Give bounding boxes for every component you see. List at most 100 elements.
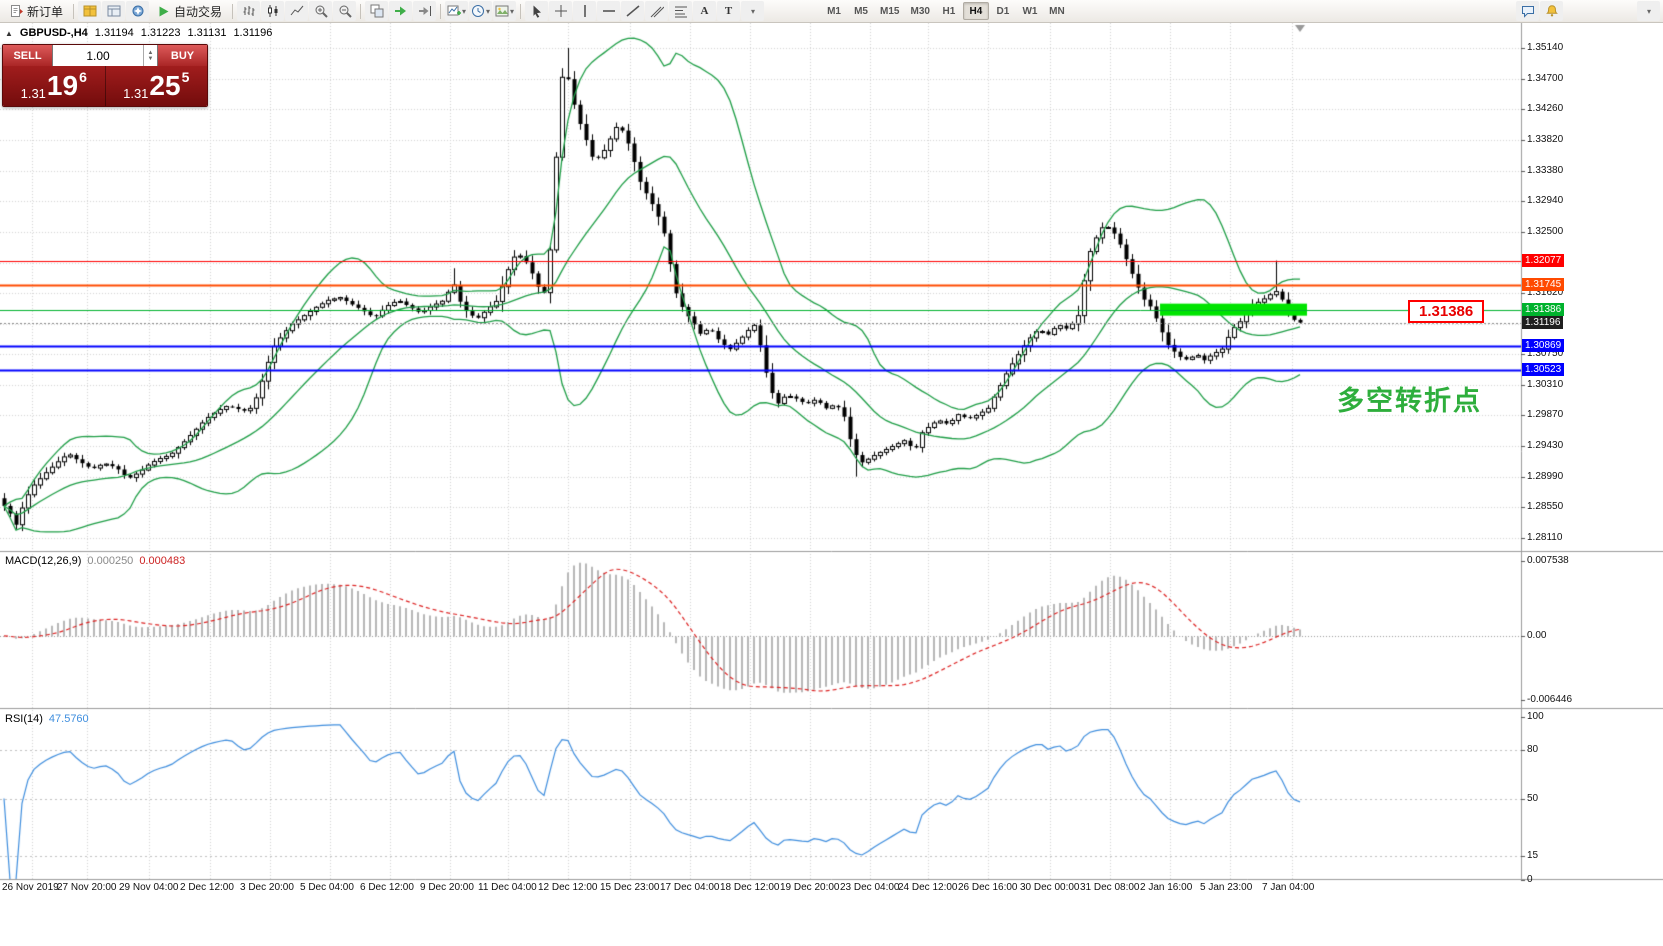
sell-button[interactable]: SELL — [3, 45, 52, 66]
sell-price-sup: 6 — [79, 69, 87, 85]
text-tool-icon[interactable]: A — [693, 1, 717, 21]
label-tool-icon[interactable]: T — [717, 1, 741, 21]
time-axis-label: 17 Dec 04:00 — [660, 882, 720, 893]
timeframe-group: M1 M5 M15 M30 H1 H4 D1 W1 MN — [821, 2, 1070, 20]
auto-trading-icon — [156, 4, 171, 19]
time-axis-label: 7 Jan 04:00 — [1262, 882, 1315, 893]
time-axis-label: 5 Jan 23:00 — [1200, 882, 1253, 893]
auto-scroll-icon[interactable] — [389, 1, 413, 21]
horizontal-line-tool-icon[interactable] — [597, 1, 621, 21]
time-axis-label: 6 Dec 12:00 — [360, 882, 414, 893]
chart-shift-icon[interactable] — [413, 1, 437, 21]
timeframe-w1[interactable]: W1 — [1017, 2, 1043, 20]
timeframe-h4[interactable]: H4 — [962, 2, 989, 20]
zoom-out-icon[interactable] — [333, 1, 357, 21]
period-button[interactable]: ▾ — [469, 1, 493, 21]
new-order-label: 新订单 — [27, 4, 64, 19]
price-axis-label: 1.32500 — [1527, 226, 1564, 237]
volume-spinner[interactable]: ▲ ▼ — [143, 45, 157, 66]
time-axis-label: 3 Dec 20:00 — [240, 882, 294, 893]
fibonacci-tool-icon[interactable] — [669, 1, 693, 21]
price-axis-label: 1.35140 — [1527, 42, 1564, 53]
toolbar-separator — [73, 3, 75, 19]
spin-down-icon[interactable]: ▼ — [147, 55, 154, 62]
rsi-name: RSI(14) — [5, 713, 43, 725]
new-order-button[interactable]: 新订单 — [3, 1, 69, 21]
price-callout[interactable]: 1.31386 — [1408, 300, 1485, 323]
time-axis-label: 19 Dec 20:00 — [780, 882, 840, 893]
price-axis-tag: 1.32077 — [1522, 254, 1565, 267]
macd-axis-label: -0.006446 — [1527, 694, 1573, 705]
timeframe-m5[interactable]: M5 — [848, 2, 874, 20]
ohlc-close: 1.31196 — [233, 27, 273, 39]
toolbar-overflow-icon[interactable]: ▾ — [1637, 1, 1660, 21]
time-axis-label: 31 Dec 08:00 — [1080, 882, 1140, 893]
vertical-line-tool-icon[interactable] — [573, 1, 597, 21]
tile-windows-icon[interactable] — [365, 1, 389, 21]
timeframe-m30[interactable]: M30 — [905, 2, 934, 20]
buy-price-sup: 5 — [181, 69, 190, 85]
volume-input[interactable]: 1.00 — [86, 48, 110, 63]
chart-header: ▲ GBPUSD-,H4 1.31194 1.31223 1.31131 1.3… — [5, 27, 272, 39]
candlestick-icon[interactable] — [261, 1, 285, 21]
annotation-text[interactable]: 多空转折点 — [1337, 386, 1482, 416]
chart-canvas[interactable] — [0, 23, 1663, 946]
trendline-tool-icon[interactable] — [621, 1, 645, 21]
caret-icon: ▾ — [1646, 6, 1651, 16]
trendline-glyph — [626, 4, 640, 19]
channel-glyph — [650, 4, 664, 19]
spin-up-icon[interactable]: ▲ — [147, 49, 154, 56]
one-click-toggle-icon[interactable]: ▲ — [5, 28, 13, 38]
rsi-axis-label: 15 — [1527, 850, 1539, 861]
timeframe-m15[interactable]: M15 — [875, 2, 904, 20]
rsi-axis-label: 80 — [1527, 744, 1539, 755]
time-axis-label: 26 Nov 2019 — [2, 882, 59, 893]
sell-price[interactable]: 1.31 19 6 — [3, 66, 106, 106]
time-axis-label: 2 Dec 12:00 — [180, 882, 234, 893]
ohlc-open: 1.31194 — [94, 27, 134, 39]
rsi-axis-label: 50 — [1527, 793, 1539, 804]
toolbar-separator — [520, 3, 522, 19]
time-axis-label: 30 Dec 00:00 — [1020, 882, 1080, 893]
navigator-icon[interactable] — [126, 1, 150, 21]
new-chart-button[interactable]: ▾ — [445, 1, 469, 21]
template-button[interactable]: ▾ — [493, 1, 517, 21]
time-axis-label: 27 Nov 20:00 — [57, 882, 117, 893]
toolbar: 新订单 自动交易 — [0, 0, 1663, 23]
caret-icon: ▾ — [510, 6, 515, 16]
timeframe-m1[interactable]: M1 — [821, 2, 847, 20]
timeframe-d1[interactable]: D1 — [990, 2, 1016, 20]
data-window-icon[interactable] — [102, 1, 126, 21]
auto-trading-button[interactable]: 自动交易 — [150, 1, 228, 21]
cursor-tool-icon[interactable] — [525, 1, 549, 21]
clock-icon — [471, 4, 485, 19]
price-axis-tag: 1.31745 — [1522, 278, 1565, 291]
crosshair-tool-icon[interactable] — [549, 1, 573, 21]
community-icon[interactable] — [1516, 1, 1539, 21]
bar-chart-icon[interactable] — [237, 1, 261, 21]
notifications-icon[interactable] — [1540, 1, 1563, 21]
market-watch-icon[interactable] — [78, 1, 102, 21]
caret-icon: ▾ — [486, 6, 491, 16]
time-axis-label: 29 Nov 04:00 — [119, 882, 179, 893]
buy-button[interactable]: BUY — [158, 45, 207, 66]
sell-price-big: 19 — [46, 70, 79, 101]
line-chart-icon[interactable] — [285, 1, 309, 21]
buy-price-big: 25 — [149, 70, 181, 101]
time-axis-label: 12 Dec 12:00 — [538, 882, 598, 893]
zoom-in-icon[interactable] — [309, 1, 333, 21]
time-axis-label: 2 Jan 16:00 — [1140, 882, 1193, 893]
channel-tool-icon[interactable] — [645, 1, 669, 21]
caret-icon: ▾ — [751, 6, 756, 16]
timeframe-h1[interactable]: H1 — [936, 2, 962, 20]
timeframe-mn[interactable]: MN — [1044, 2, 1070, 20]
toolbar-separator — [440, 3, 442, 19]
price-axis-label: 1.29430 — [1527, 440, 1564, 451]
buy-price[interactable]: 1.31 25 5 — [106, 66, 208, 106]
time-axis-label: 18 Dec 12:00 — [720, 882, 780, 893]
shapes-tool-button[interactable]: ▾ — [741, 1, 765, 21]
price-axis-label: 1.30750 — [1527, 348, 1564, 359]
rsi-axis-label: 100 — [1527, 711, 1544, 722]
price-axis-tag: 1.30869 — [1522, 339, 1565, 352]
